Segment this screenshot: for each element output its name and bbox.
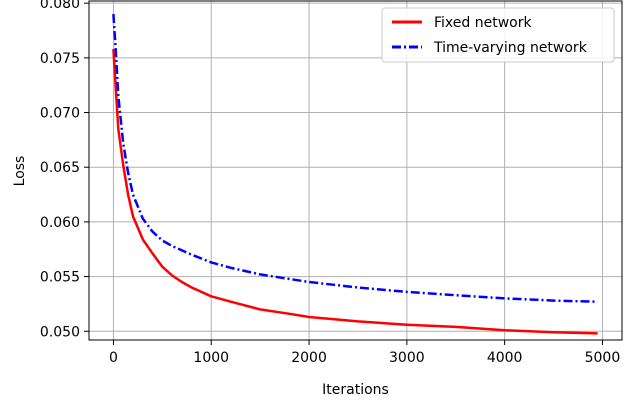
x-tick-label: 5000 <box>585 350 621 366</box>
y-tick-label: 0.065 <box>40 160 80 176</box>
y-tick-label: 0.075 <box>40 51 80 67</box>
legend-box <box>381 7 615 63</box>
y-axis-ticks: 0.050 0.055 0.060 0.065 0.070 0.075 0.080 <box>40 0 89 340</box>
legend-label-fixed-network: Fixed network <box>434 15 532 31</box>
x-axis-ticks: 0 1000 2000 3000 4000 5000 <box>109 340 620 366</box>
x-axis-title: Iterations <box>322 382 389 398</box>
y-axis-title: Loss <box>12 156 28 187</box>
series-lines <box>112 14 598 335</box>
x-tick-label: 0 <box>109 350 118 366</box>
y-tick-label: 0.080 <box>40 0 80 12</box>
y-tick-label: 0.070 <box>40 106 80 122</box>
series-line-time-varying-network <box>112 14 598 303</box>
series-line-fixed-network <box>112 49 598 335</box>
x-tick-label: 4000 <box>487 350 523 366</box>
x-tick-label: 3000 <box>389 350 425 366</box>
y-tick-label: 0.050 <box>40 324 80 340</box>
y-tick-label: 0.060 <box>40 215 80 231</box>
legend-label-time-varying-network: Time-varying network <box>433 40 588 56</box>
x-tick-label: 1000 <box>193 350 229 366</box>
legend: Fixed network Time-varying network <box>381 7 615 63</box>
x-tick-label: 2000 <box>291 350 327 366</box>
y-tick-label: 0.055 <box>40 270 80 286</box>
plot-frame <box>88 0 623 341</box>
